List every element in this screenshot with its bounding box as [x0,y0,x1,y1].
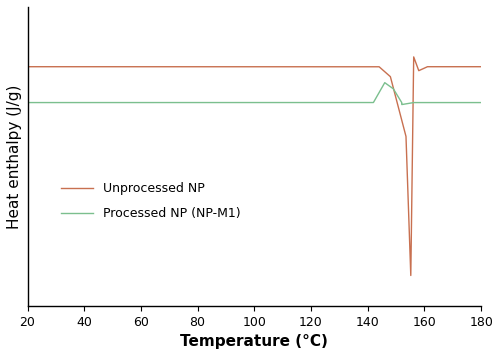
Unprocessed NP [107,64,113,69]
Unprocessed NP [296,64,302,69]
Unprocessed NP [198,64,204,69]
Line: Unprocessed NP: Unprocessed NP [28,57,481,276]
Processed NP (NP-M1) [382,80,388,85]
Processed NP (NP-M1) [363,100,369,105]
Unprocessed NP [24,64,30,69]
Unprocessed NP [320,64,326,69]
Unprocessed NP [408,273,414,278]
Legend: Unprocessed NP, Processed NP (NP-M1): Unprocessed NP, Processed NP (NP-M1) [56,177,246,225]
Processed NP (NP-M1) [296,100,302,105]
Unprocessed NP [478,64,484,69]
Unprocessed NP [363,64,369,69]
Processed NP (NP-M1) [198,100,204,105]
Processed NP (NP-M1) [399,103,405,107]
Unprocessed NP [398,113,404,117]
Processed NP (NP-M1) [320,100,326,105]
Processed NP (NP-M1) [107,100,113,105]
Processed NP (NP-M1) [398,99,404,103]
Y-axis label: Heat enthalpy (J/g): Heat enthalpy (J/g) [7,84,22,229]
Line: Processed NP (NP-M1): Processed NP (NP-M1) [28,83,481,105]
Processed NP (NP-M1) [24,100,30,105]
Processed NP (NP-M1) [478,100,484,105]
X-axis label: Temperature (°C): Temperature (°C) [180,334,328,349]
Unprocessed NP [410,55,416,59]
